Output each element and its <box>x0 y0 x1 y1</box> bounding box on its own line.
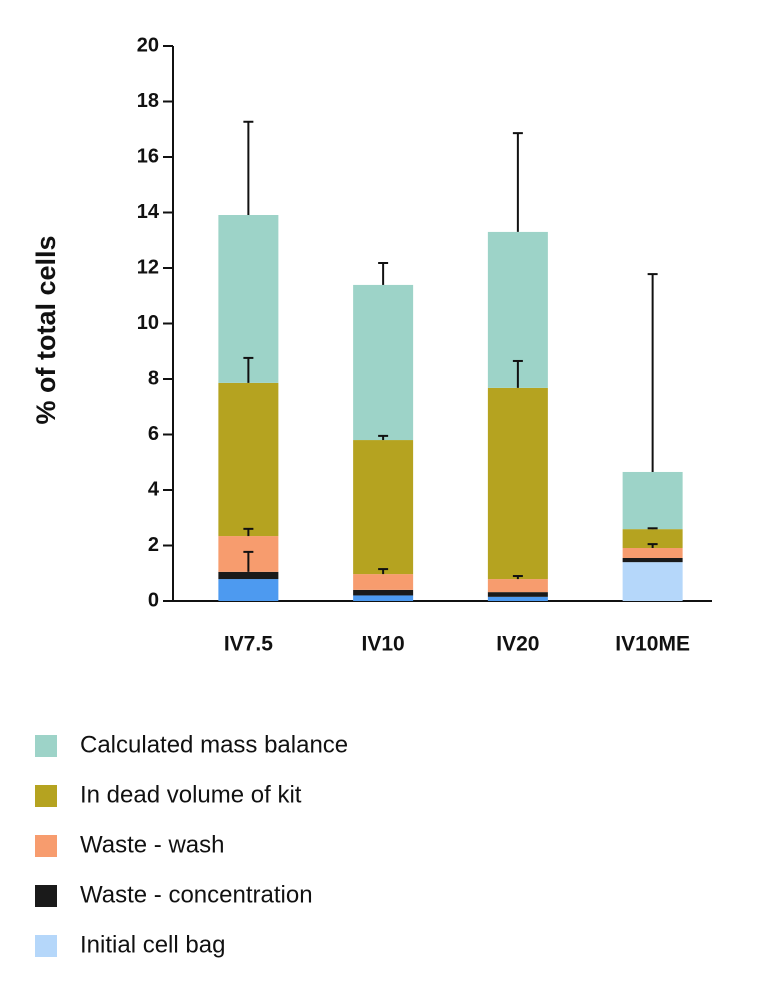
error-bar <box>512 132 523 232</box>
bar-segment <box>218 214 279 383</box>
error-bar <box>243 356 254 383</box>
legend-swatch <box>35 885 57 907</box>
x-tick-label: IV7.5 <box>224 633 273 656</box>
y-tick-label: 2 <box>148 534 159 556</box>
legend-swatch <box>35 935 57 957</box>
bar-segment <box>487 596 548 601</box>
bar-segment <box>622 471 683 530</box>
bar-segment <box>487 387 548 580</box>
legend-label: Waste - concentration <box>80 881 313 908</box>
x-tick-label: IV10 <box>362 633 405 656</box>
y-tick-label: 12 <box>137 256 159 278</box>
legend-swatch <box>35 785 57 807</box>
bar-segment <box>487 592 548 597</box>
bar-segment <box>622 547 683 558</box>
bar-segment <box>353 595 414 601</box>
bar-segment <box>622 557 683 563</box>
y-tick-label: 10 <box>137 312 159 334</box>
error-bar <box>243 527 254 537</box>
y-tick-label: 4 <box>148 478 160 500</box>
error-bar <box>647 527 658 530</box>
bar-segment <box>622 562 683 601</box>
error-bar <box>378 262 389 285</box>
bar-segment <box>353 589 414 596</box>
y-tick-label: 0 <box>148 589 159 611</box>
x-tick-label: IV10ME <box>615 633 690 656</box>
y-tick-label: 20 <box>137 34 159 56</box>
legend-label: Calculated mass balance <box>80 731 348 758</box>
y-tick-label: 14 <box>137 201 160 223</box>
legend-label: Initial cell bag <box>80 931 225 958</box>
error-bar <box>512 359 523 388</box>
bar-segment <box>353 284 414 441</box>
error-bar <box>378 568 389 575</box>
bar-segment <box>218 571 279 580</box>
y-tick-label: 8 <box>148 367 159 389</box>
x-tick-label: IV20 <box>496 633 539 656</box>
legend-swatch <box>35 835 57 857</box>
error-bar <box>512 575 523 580</box>
error-bar <box>378 434 389 441</box>
bar-segment <box>218 579 279 601</box>
bar-segment <box>353 440 414 575</box>
error-bar <box>647 543 658 548</box>
error-bar <box>243 550 254 572</box>
legend-label: Waste - wash <box>80 831 224 858</box>
bar-segment <box>218 382 279 537</box>
legend-label: In dead volume of kit <box>80 781 302 808</box>
legend-swatch <box>35 735 57 757</box>
y-tick-label: 18 <box>137 90 159 112</box>
y-tick-label: 6 <box>148 423 159 445</box>
bar-segment <box>622 529 683 548</box>
error-bar <box>647 273 658 472</box>
error-bar <box>243 120 254 215</box>
bar-segment <box>353 574 414 590</box>
bar-segment <box>487 579 548 593</box>
y-tick-label: 16 <box>137 145 159 167</box>
y-axis-title: % of total cells <box>31 235 61 424</box>
